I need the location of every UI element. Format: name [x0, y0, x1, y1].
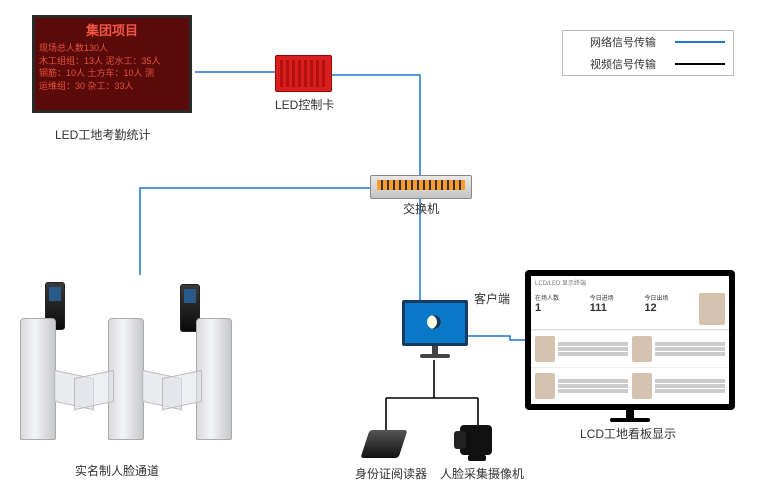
turnstile-cabinet: [20, 318, 56, 440]
led-board-title: 集团项目: [39, 22, 185, 40]
legend-row-video: 视频信号传输: [563, 53, 733, 75]
turnstile-gate: [20, 270, 230, 450]
led-controller: [275, 55, 332, 92]
led-board-line: 运维组：30 杂工：33人: [39, 80, 185, 93]
legend-label-video: 视频信号传输: [571, 56, 675, 72]
led-board-line: 现场总人数130人: [39, 42, 185, 55]
lcd-screen: LCD/LED 显示终端 在场人数 1 今日进场 111 今日出场 12: [531, 276, 729, 404]
lcd-stat-label: 今日出场: [644, 293, 695, 302]
label-camera: 人脸采集摄像机: [440, 465, 524, 482]
monitor-base: [420, 354, 450, 358]
legend-row-net: 网络信号传输: [563, 31, 733, 53]
monitor-stand: [432, 346, 438, 354]
lcd-dashboard: LCD/LED 显示终端 在场人数 1 今日进场 111 今日出场 12: [525, 270, 735, 410]
face-thumb-icon: [632, 336, 652, 362]
label-led-ctrl: LED控制卡: [275, 96, 334, 113]
label-switch: 交换机: [403, 200, 439, 217]
lcd-stat-label: 今日进场: [590, 293, 641, 302]
lcd-card-row: [531, 367, 729, 404]
legend-line-net: [675, 41, 725, 43]
lcd-card: [535, 334, 628, 364]
legend: 网络信号传输 视频信号传输: [562, 30, 734, 76]
face-thumb-icon: [535, 336, 555, 362]
lcd-stat-value: 12: [644, 302, 695, 314]
led-board-line: 钢筋：10人 土方车：10人 测: [39, 67, 185, 80]
led-board-line: 木工组组：13人 泥水工：35人: [39, 55, 185, 68]
lcd-stat-value: 1: [535, 302, 586, 314]
face-thumb-icon: [632, 373, 652, 399]
lcd-card: [632, 334, 725, 364]
lcd-stand: [610, 418, 650, 422]
network-switch: [370, 175, 472, 199]
lcd-header: LCD/LED 显示终端: [531, 276, 729, 289]
lcd-card: [535, 371, 628, 401]
label-lcd: LCD工地看板显示: [580, 425, 676, 442]
legend-line-video: [675, 63, 725, 65]
label-client: 客户端: [474, 290, 510, 307]
lcd-stat-value: 111: [590, 302, 641, 314]
label-turnstile: 实名制人脸通道: [75, 462, 159, 479]
lcd-stat-label: 在场人数: [535, 293, 586, 302]
face-snapshot-icon: [699, 293, 725, 325]
lcd-card-row: [531, 330, 729, 367]
label-id-reader: 身份证阅读器: [355, 465, 427, 482]
monitor-icon: [402, 300, 468, 346]
face-thumb-icon: [535, 373, 555, 399]
face-camera: [460, 425, 492, 455]
lcd-stat: 在场人数 1: [535, 293, 586, 325]
legend-label-net: 网络信号传输: [571, 34, 675, 50]
lcd-stats-row: 在场人数 1 今日进场 111 今日出场 12: [531, 289, 729, 330]
lcd-card: [632, 371, 725, 401]
lcd-stat: 今日进场 111: [590, 293, 641, 325]
label-led-board: LED工地考勤统计: [55, 126, 150, 143]
led-attendance-board: 集团项目 现场总人数130人 木工组组：13人 泥水工：35人 钢筋：10人 土…: [32, 15, 192, 113]
client-pc: [400, 300, 470, 360]
lcd-stat: 今日出场 12: [644, 293, 695, 325]
